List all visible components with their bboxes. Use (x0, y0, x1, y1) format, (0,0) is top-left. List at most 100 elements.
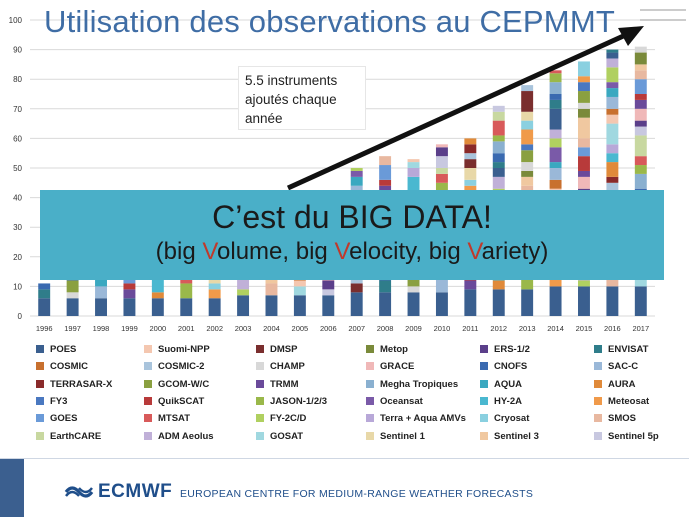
bar-segment (549, 147, 562, 163)
bar-segment (464, 168, 477, 180)
x-tick-label: 2006 (320, 324, 337, 333)
bar-segment (521, 144, 534, 151)
legend-swatch (144, 379, 152, 388)
legend-item: ERS-1/2 (480, 344, 530, 355)
bar-segment (38, 283, 51, 290)
bar-segment (379, 179, 392, 186)
legend-item: HY-2A (480, 396, 522, 407)
bar-segment (606, 67, 619, 83)
banner-subline: (big Volume, big Velocity, big Variety) (40, 235, 664, 269)
bar-segment (606, 153, 619, 163)
x-tick-label: 1999 (121, 324, 138, 333)
bar-segment (379, 280, 392, 293)
bar-segment (492, 105, 505, 112)
bar-segment (521, 289, 534, 316)
bar-segment (521, 120, 534, 130)
bar-segment (435, 144, 448, 148)
bar-segment (634, 64, 647, 71)
bar-segment (407, 292, 420, 316)
bar-segment (350, 170, 363, 177)
bar-segment (549, 99, 562, 109)
legend-item: TERRASAR-X (36, 379, 112, 390)
bar-segment (407, 286, 420, 293)
bar-segment (634, 156, 647, 166)
bar-segment (549, 179, 562, 189)
bar-segment (492, 176, 505, 189)
legend-swatch (144, 345, 152, 353)
bar-segment (492, 162, 505, 168)
legend-swatch (256, 362, 264, 371)
legend-item: ENVISAT (594, 344, 648, 355)
legend-swatch (480, 396, 488, 405)
legend-swatch (366, 396, 374, 405)
bar-segment (464, 280, 477, 290)
x-tick-label: 2008 (377, 324, 394, 333)
y-tick-label: 60 (13, 134, 22, 143)
bar-segment (634, 70, 647, 80)
bar-segment (549, 168, 562, 180)
x-tick-label: 2017 (632, 324, 649, 333)
legend-swatch (594, 362, 602, 371)
bar-segment (237, 295, 250, 316)
legend-label: ENVISAT (608, 344, 649, 355)
bar-segment (407, 162, 420, 168)
trend-arrow-head (618, 26, 644, 46)
legend-swatch (366, 362, 374, 371)
legend-swatch (594, 379, 602, 388)
legend-label: Terra + Aqua AMVs (380, 413, 466, 425)
bar-segment (322, 295, 335, 316)
bar-segment (634, 46, 647, 53)
legend-label: Oceansat (380, 395, 423, 407)
bar-segment (123, 298, 136, 316)
bar-segment (578, 91, 590, 103)
ecmwf-logo-icon (64, 486, 94, 498)
legend-label: COSMIC (50, 361, 88, 373)
legend-label: Cryosat (494, 413, 530, 425)
legend-label: Sentinel 1 (380, 430, 425, 442)
legend-item: Megha Tropiques (366, 379, 458, 390)
legend-item: ADM Aeolus (144, 431, 214, 442)
bar-segment (578, 286, 590, 316)
bar-segment (208, 283, 221, 290)
legend-item: AURA (594, 379, 635, 390)
legend-label: FY3 (50, 395, 68, 407)
legend-label: SAC-C (608, 361, 639, 373)
annotation-line-1: 5.5 instruments (245, 73, 338, 88)
legend-item: TRMM (256, 379, 299, 390)
banner-v-highlight: V (334, 238, 350, 265)
legend-item: GRACE (366, 361, 414, 372)
bar-segment (435, 168, 448, 174)
x-tick-label: 2015 (576, 324, 593, 333)
bar-segment (549, 108, 562, 130)
bar-segment (578, 76, 590, 83)
bar-segment (66, 298, 79, 316)
x-tick-label: 1997 (64, 324, 81, 333)
y-tick-label: 10 (13, 282, 22, 291)
slide-title: Utilisation des observations au CEPMMT (44, 4, 615, 39)
bar-segment (634, 126, 647, 136)
bar-segment (549, 162, 562, 168)
banner-text: elocity, big (349, 238, 468, 265)
bar-segment (180, 298, 193, 316)
footer-divider (0, 458, 689, 459)
legend-item: EarthCARE (36, 431, 101, 442)
bar-segment (95, 298, 107, 316)
x-tick-label: 1996 (36, 324, 53, 333)
bar-segment (38, 289, 51, 299)
bar-segment (464, 289, 477, 316)
bar-segment (634, 277, 647, 287)
legend-item: COSMIC-2 (144, 361, 204, 372)
bar-segment (464, 159, 477, 168)
bar-segment (464, 144, 477, 154)
legend-swatch (36, 362, 44, 371)
legend-item: FY3 (36, 396, 67, 407)
legend-item: GOSAT (256, 431, 303, 442)
legend-label: ERS-1/2 (494, 344, 530, 355)
bar-segment (521, 150, 534, 163)
bar-segment (435, 292, 448, 316)
bar-segment (492, 280, 505, 290)
bar-segment (435, 156, 448, 168)
legend-label: GOES (50, 413, 78, 425)
y-tick-label: 30 (13, 223, 22, 232)
